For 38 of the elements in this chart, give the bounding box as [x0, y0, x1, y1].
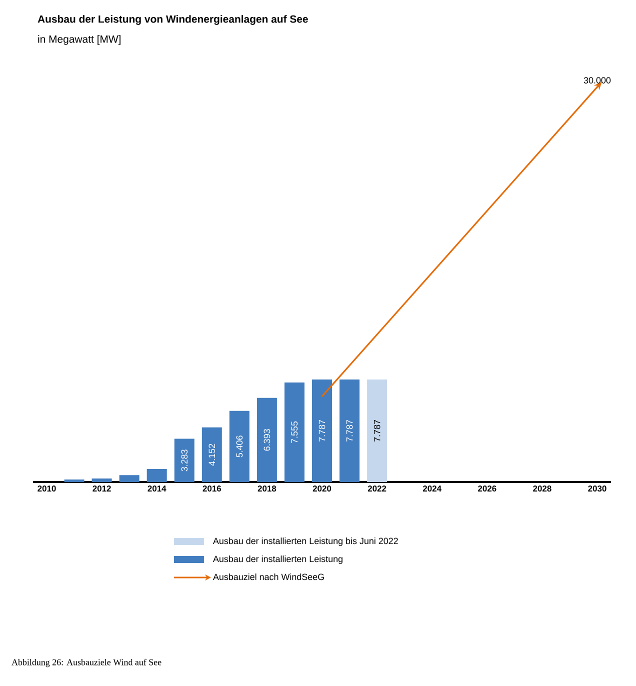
legend-label: Ausbauziel nach WindSeeG [212, 573, 324, 580]
x-tick-label: 2016 [202, 486, 222, 492]
bar [202, 427, 222, 482]
bar [229, 410, 250, 482]
data-label: 3.283 [181, 450, 188, 472]
x-tick-label: 2028 [533, 486, 552, 492]
bar [174, 438, 194, 482]
chart-title: Ausbau der Leistung von Windenergieanlagen auf See [38, 15, 308, 25]
data-label: 7.787 [374, 420, 380, 442]
bar [92, 478, 112, 482]
data-label: 7.555 [291, 421, 298, 444]
bar [256, 398, 277, 482]
bar [284, 382, 304, 482]
x-tick-label: 2030 [588, 486, 606, 492]
data-label: 7.787 [346, 420, 353, 442]
x-tick-label: 2014 [148, 486, 166, 492]
bar [312, 379, 332, 482]
x-tick-label: 2012 [92, 486, 111, 492]
bar [64, 480, 84, 482]
x-tick-label: 2010 [38, 486, 56, 492]
data-label: 7.787 [318, 420, 326, 442]
text: Abbildung 26: Ausbauziele Wind auf See [12, 658, 162, 668]
chart-subtitle: in Megawatt [MW] [38, 35, 120, 45]
annotation: 30.000 [584, 77, 611, 84]
bar [340, 379, 360, 482]
bar [367, 379, 388, 482]
x-tick-label: 2020 [312, 486, 332, 492]
legend-label: Ausbau der installierten Leistung [212, 556, 342, 564]
x-tick-label: 2026 [478, 486, 496, 492]
legend-label: Ausbau der installierten Leistung bis Juni 2022 [212, 538, 398, 546]
x-tick-label: 2018 [258, 486, 276, 492]
x-tick-label: 2024 [422, 486, 442, 492]
bar [119, 475, 140, 482]
data-label: 5.406 [236, 436, 243, 458]
data-label: 4.152 [208, 444, 216, 466]
data-label: 6.393 [264, 429, 270, 451]
bar [146, 468, 167, 482]
x-tick-label: 2022 [368, 486, 386, 492]
